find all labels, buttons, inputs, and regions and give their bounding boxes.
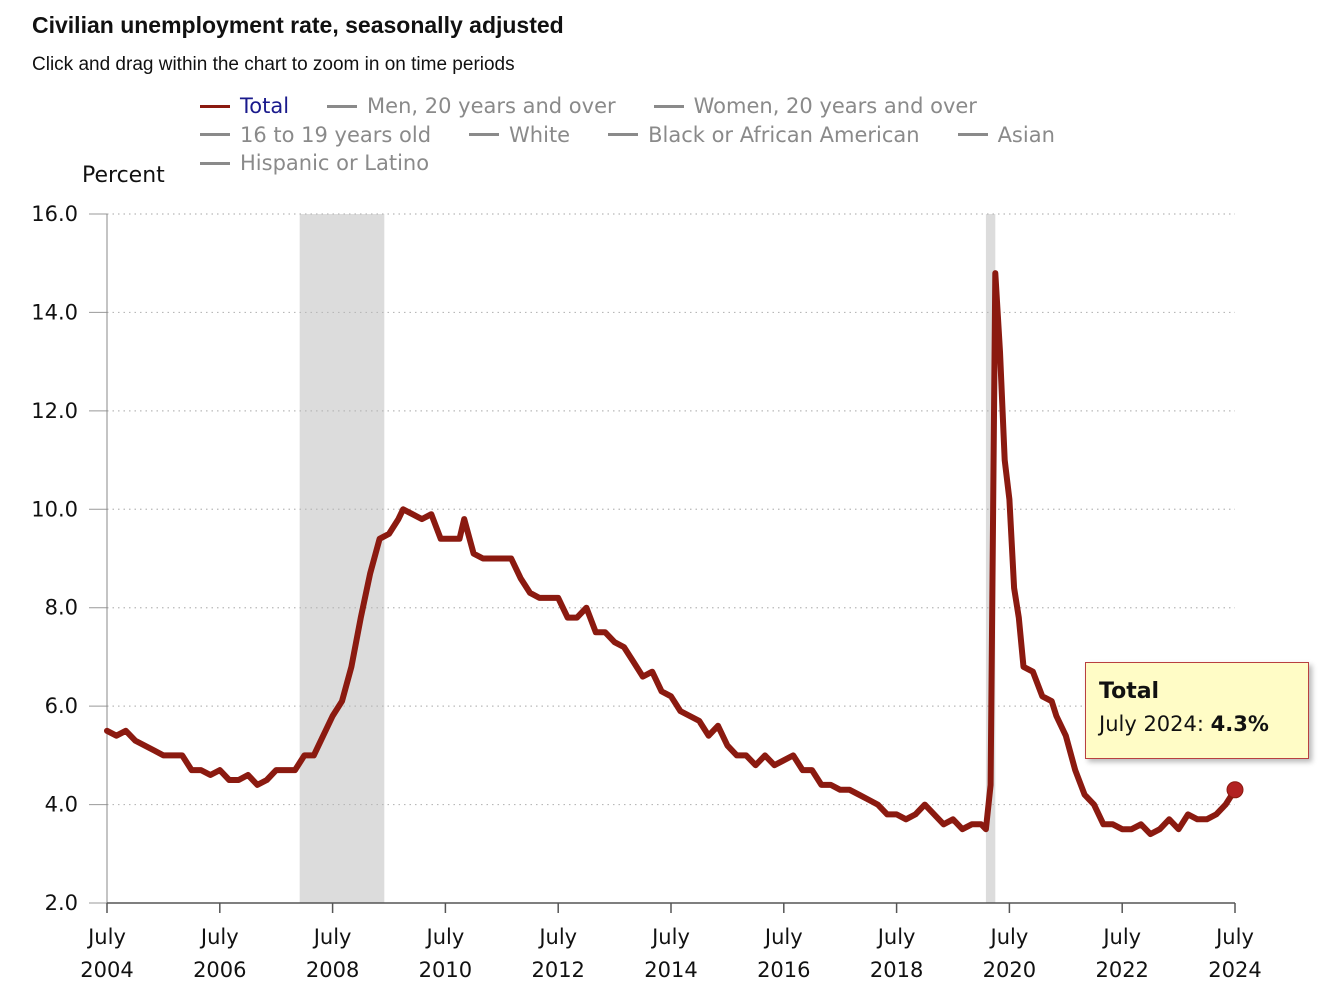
x-tick-year: 2006 (193, 958, 246, 982)
series-total (104, 270, 1244, 838)
x-tick-year: 2014 (644, 958, 697, 982)
tooltip: Total July 2024: 4.3% (1085, 662, 1309, 759)
x-tick-year: 2016 (757, 958, 810, 982)
legend-swatch-teens (200, 133, 230, 137)
tooltip-date: July 2024 (1099, 712, 1197, 736)
legend-item-black[interactable]: Black or African American (608, 121, 920, 150)
series-line-total (104, 270, 1238, 838)
x-tick-month: July (199, 925, 239, 949)
x-tick-year: 2012 (531, 958, 584, 982)
legend-swatch-asian (957, 133, 988, 137)
x-tick-month: July (1101, 925, 1141, 949)
x-tick-year: 2020 (983, 958, 1036, 982)
legend-swatch-women (653, 104, 684, 108)
y-tick-label: 14.0 (31, 300, 78, 324)
x-tick-month: July (763, 925, 803, 949)
tooltip-series: Total (1099, 679, 1160, 704)
legend-label-men: Men, 20 years and over (367, 94, 616, 118)
legend-label-women: Women, 20 years and over (693, 94, 977, 118)
legend-swatch-total (200, 104, 230, 108)
legend-swatch-men (327, 104, 358, 108)
x-tick-month: July (1214, 925, 1254, 949)
legend-label-asian: Asian (997, 122, 1055, 147)
legend-item-asian[interactable]: Asian (957, 121, 1055, 150)
x-tick-year: 2024 (1208, 958, 1261, 982)
legend-swatch-black (608, 133, 639, 137)
legend-item-teens[interactable]: 16 to 19 years old (200, 121, 431, 150)
legend-item-men[interactable]: Men, 20 years and over (327, 92, 616, 121)
legend-item-white[interactable]: White (469, 121, 570, 150)
legend-label-teens: 16 to 19 years old (240, 122, 432, 147)
y-tick-label: 6.0 (45, 694, 78, 718)
legend-label-hispanic: Hispanic or Latino (240, 151, 430, 175)
x-tick-month: July (876, 925, 916, 949)
x-tick-year: 2004 (80, 958, 133, 982)
axes (106, 214, 1236, 913)
x-tick-year: 2018 (870, 958, 923, 982)
y-tick-label: 12.0 (31, 399, 78, 423)
x-tick-labels: July 2004 July 2006 July 2008 July 2010 July 2012… (80, 925, 1261, 982)
y-tick-label: 2.0 (45, 891, 78, 915)
x-tick-month: July (650, 925, 690, 949)
chart-title: Civilian unemployment rate, seasonally a… (32, 12, 564, 38)
tooltip-value: 4.3% (1210, 712, 1269, 736)
y-axis-label: Percent (82, 163, 165, 188)
y-tick-label: 4.0 (45, 793, 78, 817)
recession-bands (299, 214, 996, 903)
legend-item-women[interactable]: Women, 20 years and over (653, 92, 977, 121)
gridlines (89, 213, 1235, 904)
x-tick-year: 2010 (419, 958, 472, 982)
y-tick-label: 16.0 (31, 202, 78, 226)
legend-swatch-hispanic (200, 161, 230, 165)
legend-label-white: White (509, 122, 571, 147)
x-tick-month: July (425, 925, 465, 949)
y-tick-label: 8.0 (45, 596, 78, 620)
tooltip-line: July 2024: 4.3% (1099, 712, 1269, 736)
chart-subtitle: Click and drag within the chart to zoom … (32, 54, 515, 75)
legend-item-hispanic[interactable]: Hispanic or Latino (200, 149, 429, 178)
x-tick-year: 2008 (306, 958, 359, 982)
y-tick-labels: 2.0 4.0 6.0 8.0 10.0 12.0 14.0 16.0 (31, 202, 78, 915)
highlighted-point (1226, 781, 1244, 799)
legend-label-black: Black or African American (648, 122, 920, 147)
recession-band (299, 214, 385, 903)
legend-label-total: Total (240, 94, 290, 118)
x-tick-month: July (537, 925, 577, 949)
legend-item-total[interactable]: Total (200, 92, 289, 121)
x-tick-month: July (86, 925, 126, 949)
x-tick-month: July (989, 925, 1029, 949)
y-tick-label: 10.0 (31, 497, 78, 521)
chart-legend: Total Men, 20 years and over Women, 20 y… (200, 92, 1200, 178)
x-tick-month: July (312, 925, 352, 949)
legend-swatch-white (469, 133, 500, 137)
x-tick-year: 2022 (1095, 958, 1148, 982)
